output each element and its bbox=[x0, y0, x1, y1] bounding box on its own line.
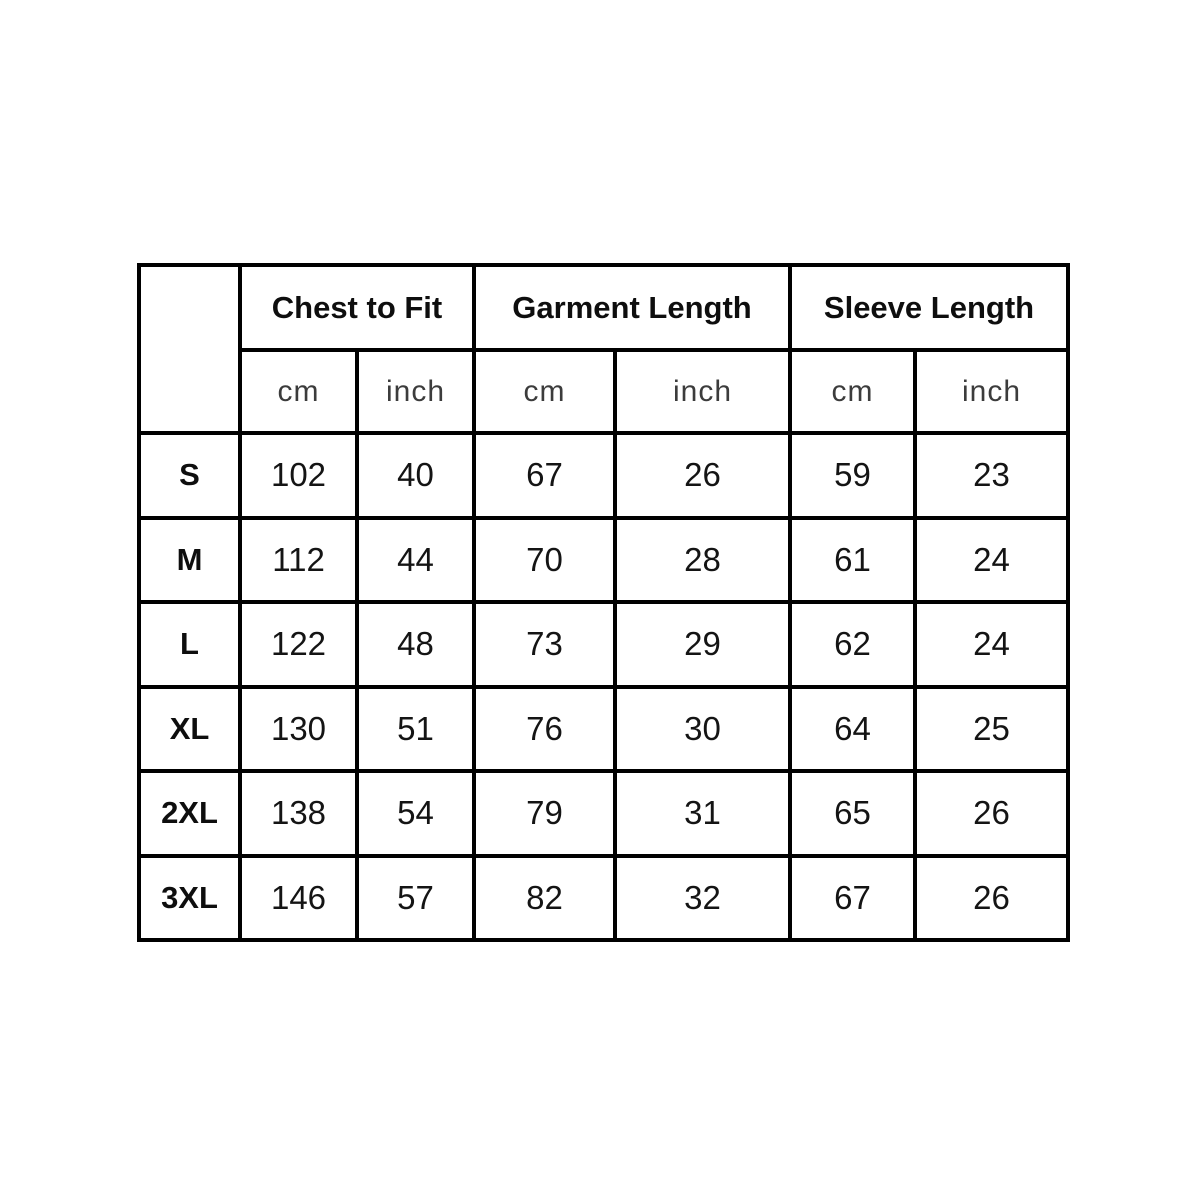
data-cell: 26 bbox=[913, 853, 1070, 942]
size-label-m: M bbox=[137, 515, 242, 604]
data-cell: 67 bbox=[472, 431, 617, 520]
unit-header-row: cm inch cm inch cm inch bbox=[139, 348, 1070, 435]
data-cell: 23 bbox=[913, 431, 1070, 520]
data-cell: 26 bbox=[613, 431, 792, 520]
data-cell: 24 bbox=[913, 515, 1070, 604]
data-cell: 79 bbox=[472, 769, 617, 858]
data-cell: 73 bbox=[472, 600, 617, 689]
table-row-m: M 112 44 70 28 61 24 bbox=[137, 515, 1070, 604]
size-chart-table: Chest to Fit Garment Length Sleeve Lengt… bbox=[137, 263, 1070, 942]
size-label-s: S bbox=[137, 431, 242, 520]
data-cell: 59 bbox=[788, 431, 917, 520]
data-cell: 26 bbox=[913, 769, 1070, 858]
size-label-xl: XL bbox=[137, 684, 242, 773]
table-row-2xl: 2XL 138 54 79 31 65 26 bbox=[137, 769, 1070, 858]
data-cell: 112 bbox=[238, 515, 359, 604]
data-cell: 31 bbox=[613, 769, 792, 858]
data-cell: 61 bbox=[788, 515, 917, 604]
data-cell: 76 bbox=[472, 684, 617, 773]
data-cell: 40 bbox=[355, 431, 476, 520]
data-cell: 51 bbox=[355, 684, 476, 773]
data-cell: 146 bbox=[238, 853, 359, 942]
data-cell: 48 bbox=[355, 600, 476, 689]
data-cell: 30 bbox=[613, 684, 792, 773]
unit-header-garment-inch: inch bbox=[613, 348, 792, 435]
table-row-s: S 102 40 67 26 59 23 bbox=[137, 431, 1070, 520]
data-cell: 25 bbox=[913, 684, 1070, 773]
table-row-l: L 122 48 73 29 62 24 bbox=[137, 600, 1070, 689]
size-label-3xl: 3XL bbox=[137, 853, 242, 942]
data-cell: 24 bbox=[913, 600, 1070, 689]
data-cell: 29 bbox=[613, 600, 792, 689]
data-cell: 44 bbox=[355, 515, 476, 604]
table-row-3xl: 3XL 146 57 82 32 67 26 bbox=[137, 853, 1070, 942]
data-cell: 67 bbox=[788, 853, 917, 942]
group-header-row: Chest to Fit Garment Length Sleeve Lengt… bbox=[137, 263, 1070, 435]
data-cell: 102 bbox=[238, 431, 359, 520]
unit-header-chest-inch: inch bbox=[355, 348, 476, 435]
corner-blank-cell bbox=[137, 263, 242, 435]
data-cell: 62 bbox=[788, 600, 917, 689]
unit-header-sleeve-cm: cm bbox=[788, 348, 917, 435]
data-cell: 54 bbox=[355, 769, 476, 858]
data-cell: 64 bbox=[788, 684, 917, 773]
data-cell: 32 bbox=[613, 853, 792, 942]
group-header-sleeve-length: Sleeve Length bbox=[788, 263, 1070, 352]
data-cell: 122 bbox=[238, 600, 359, 689]
size-label-2xl: 2XL bbox=[137, 769, 242, 858]
size-label-l: L bbox=[137, 600, 242, 689]
table-row-xl: XL 130 51 76 30 64 25 bbox=[137, 684, 1070, 773]
group-header-chest-to-fit: Chest to Fit bbox=[238, 263, 476, 352]
group-header-garment-length: Garment Length bbox=[472, 263, 792, 352]
data-cell: 70 bbox=[472, 515, 617, 604]
data-cell: 57 bbox=[355, 853, 476, 942]
unit-header-garment-cm: cm bbox=[472, 348, 617, 435]
data-cell: 65 bbox=[788, 769, 917, 858]
unit-header-sleeve-inch: inch bbox=[913, 348, 1070, 435]
data-cell: 82 bbox=[472, 853, 617, 942]
data-cell: 28 bbox=[613, 515, 792, 604]
data-cell: 138 bbox=[238, 769, 359, 858]
unit-header-chest-cm: cm bbox=[238, 348, 359, 435]
data-cell: 130 bbox=[238, 684, 359, 773]
